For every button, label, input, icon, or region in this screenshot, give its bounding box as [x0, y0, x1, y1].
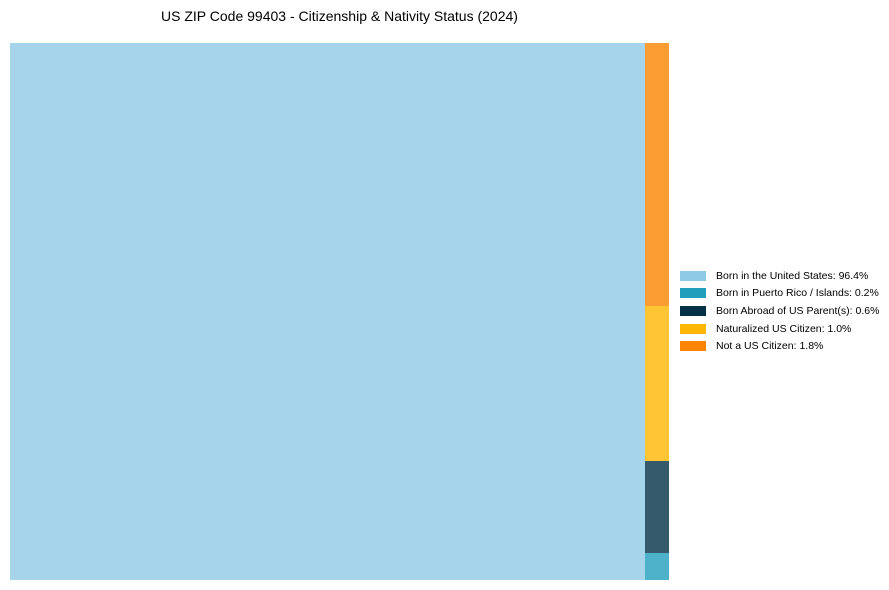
legend-swatch: [680, 341, 706, 352]
legend-label: Born Abroad of US Parent(s): 0.6%: [716, 304, 880, 317]
legend-swatch: [680, 288, 706, 299]
legend-label: Born in the United States: 96.4%: [716, 269, 869, 282]
legend-swatch: [680, 270, 706, 281]
legend-swatch: [680, 305, 706, 316]
treemap-tile: [645, 461, 669, 553]
legend-label: Born in Puerto Rico / Islands: 0.2%: [716, 287, 879, 300]
legend-item: Naturalized US Citizen: 1.0%: [680, 320, 879, 338]
legend-label: Naturalized US Citizen: 1.0%: [716, 322, 852, 335]
legend-item: Born in Puerto Rico / Islands: 0.2%: [680, 285, 879, 303]
legend-item: Not a US Citizen: 1.8%: [680, 337, 879, 355]
chart-legend: Born in the United States: 96.4% Born in …: [680, 267, 879, 355]
treemap-tile: [10, 43, 645, 580]
legend-item: Born Abroad of US Parent(s): 0.6%: [680, 302, 879, 320]
treemap-tile: [645, 43, 669, 306]
legend-label: Not a US Citizen: 1.8%: [716, 340, 824, 353]
legend-item: Born in the United States: 96.4%: [680, 267, 879, 285]
treemap-tile: [645, 306, 669, 461]
chart-title: US ZIP Code 99403 - Citizenship & Nativi…: [161, 8, 518, 24]
legend-swatch: [680, 323, 706, 334]
treemap-tile: [645, 553, 669, 580]
